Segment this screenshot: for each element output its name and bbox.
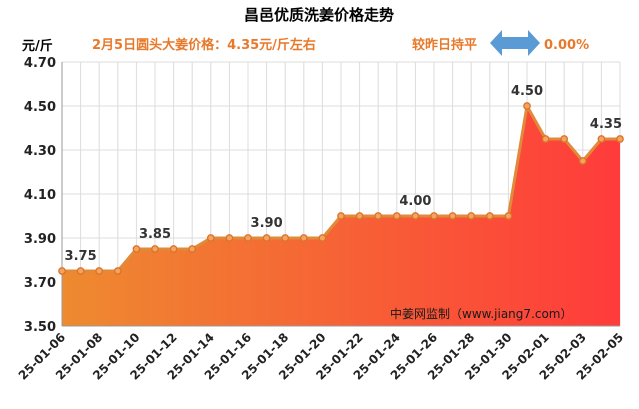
data-point	[504, 212, 513, 220]
data-point	[299, 234, 308, 242]
change-value: 0.00%	[544, 38, 589, 53]
y-tick-label: 3.90	[24, 232, 56, 247]
data-point	[169, 245, 178, 253]
data-label: 4.35	[590, 117, 622, 132]
data-point	[448, 212, 457, 220]
y-tick-labels: 3.50 3.70 3.90 4.10 4.30 4.50 4.70	[24, 56, 56, 335]
y-tick-label: 3.70	[24, 276, 56, 291]
data-point	[374, 212, 383, 220]
y-tick-label: 4.50	[24, 100, 56, 115]
data-point	[392, 212, 401, 220]
data-point	[225, 234, 234, 242]
double-arrow-icon	[490, 30, 540, 56]
data-point	[281, 234, 290, 242]
data-point	[597, 135, 606, 143]
y-tick-label: 4.70	[24, 56, 56, 71]
data-label: 4.50	[511, 84, 543, 99]
source-watermark: 中姜网监制（www.jiang7.com）	[390, 306, 572, 321]
data-point	[355, 212, 364, 220]
points-layer	[58, 102, 624, 275]
data-point	[151, 245, 159, 253]
data-point	[430, 212, 438, 220]
data-point	[95, 267, 104, 275]
data-point	[467, 212, 476, 220]
data-point	[578, 157, 587, 165]
data-point	[262, 234, 271, 242]
data-point	[560, 135, 569, 143]
x-tick-labels: 25-01-0625-01-0825-01-1025-01-1225-01-14…	[16, 330, 626, 382]
data-label: 3.90	[251, 216, 283, 231]
data-label: 4.00	[399, 194, 431, 209]
data-label: 3.75	[65, 249, 97, 264]
compare-label: 较昨日持平	[412, 37, 477, 53]
data-point	[485, 212, 494, 220]
data-point	[244, 234, 252, 242]
chart-title: 昌邑优质洗姜价格走势	[244, 6, 394, 24]
data-point	[188, 245, 197, 253]
data-label: 3.85	[139, 227, 171, 242]
data-point	[541, 135, 550, 143]
data-point	[337, 212, 345, 220]
data-point	[206, 234, 215, 242]
data-point	[616, 135, 624, 143]
axis-layer	[61, 62, 620, 327]
data-point	[318, 234, 327, 242]
y-axis-unit-label: 元/斤	[22, 38, 53, 54]
data-point	[58, 267, 66, 275]
price-summary-text: 2月5日圆头大姜价格：4.35元/斤左右	[92, 37, 316, 53]
data-point	[523, 102, 531, 110]
data-point	[411, 212, 420, 220]
y-tick-label: 4.10	[24, 188, 56, 203]
y-tick-label: 4.30	[24, 144, 56, 159]
data-labels: 3.75 3.85 3.90 4.00 4.50 4.35	[65, 84, 622, 264]
data-point	[76, 267, 85, 275]
data-point	[132, 245, 141, 253]
y-tick-label: 3.50	[24, 320, 56, 335]
data-point	[113, 267, 122, 275]
